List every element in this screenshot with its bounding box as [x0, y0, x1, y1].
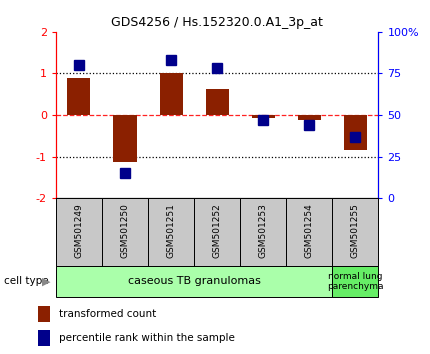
Bar [56, 266, 332, 297]
Bar [56, 198, 102, 266]
Bar [194, 198, 240, 266]
Text: GSM501255: GSM501255 [351, 203, 360, 258]
Text: ▶: ▶ [42, 276, 51, 286]
Bar [68, 78, 90, 115]
Text: GSM501250: GSM501250 [120, 203, 129, 258]
Text: normal lung
parenchyma: normal lung parenchyma [327, 272, 384, 291]
Text: percentile rank within the sample: percentile rank within the sample [59, 332, 235, 343]
Bar [298, 115, 321, 120]
Bar [332, 266, 378, 297]
Text: caseous TB granulomas: caseous TB granulomas [128, 276, 261, 286]
Bar [102, 198, 148, 266]
Title: GDS4256 / Hs.152320.0.A1_3p_at: GDS4256 / Hs.152320.0.A1_3p_at [111, 16, 323, 29]
Bar [240, 198, 286, 266]
Bar [160, 73, 183, 115]
Bar [148, 198, 194, 266]
Bar [286, 198, 332, 266]
Text: GSM501254: GSM501254 [305, 203, 314, 258]
Bar [38, 330, 50, 346]
Bar [252, 115, 275, 118]
Bar [332, 198, 378, 266]
Bar [38, 306, 50, 322]
Text: GSM501252: GSM501252 [213, 203, 221, 258]
Text: GSM501249: GSM501249 [74, 203, 83, 258]
Text: transformed count: transformed count [59, 309, 156, 319]
Bar [344, 115, 367, 150]
Text: GSM501251: GSM501251 [166, 203, 175, 258]
Bar [114, 115, 137, 162]
Text: GSM501253: GSM501253 [259, 203, 268, 258]
Text: cell type: cell type [4, 276, 49, 286]
Bar [206, 89, 229, 115]
